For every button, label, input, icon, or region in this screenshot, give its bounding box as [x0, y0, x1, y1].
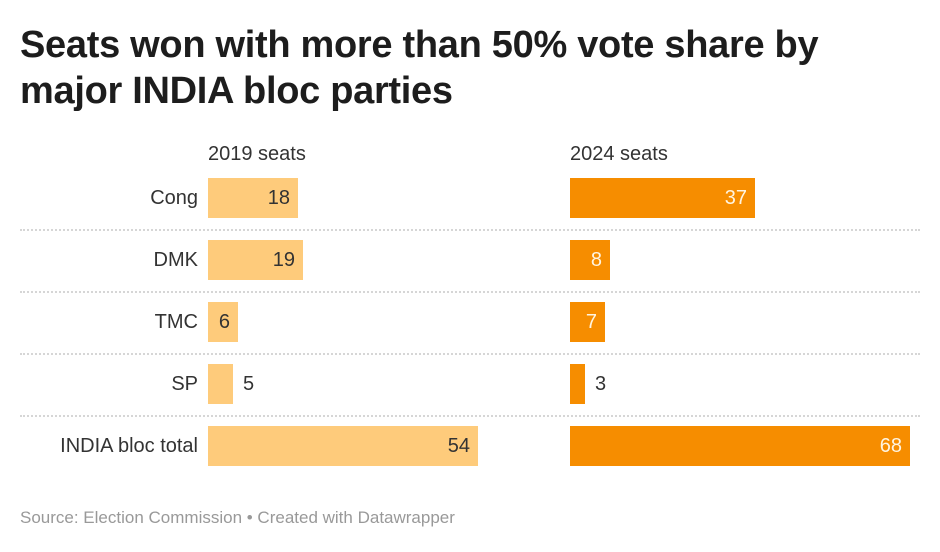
- bar-2019: [208, 426, 478, 466]
- value-label: 6: [218, 311, 230, 333]
- value-label: 19: [272, 249, 295, 271]
- bar-2024: [570, 426, 910, 466]
- source-note: Source: Election Commission • Created wi…: [20, 508, 455, 527]
- value-label: 54: [447, 435, 470, 457]
- row-separator: [20, 291, 920, 293]
- row-label: INDIA bloc total: [60, 435, 198, 457]
- bar-2024: [570, 240, 610, 280]
- value-label: 37: [724, 187, 747, 209]
- row-label: DMK: [153, 249, 198, 271]
- bar-2019: [208, 302, 238, 342]
- value-label: 8: [590, 249, 602, 271]
- bar-2019: [208, 364, 233, 404]
- row-label: SP: [171, 373, 198, 395]
- bar-2024: [570, 364, 585, 404]
- chart-title: Seats won with more than 50% vote share …: [20, 24, 819, 112]
- column-header-2024: 2024 seats: [570, 143, 668, 165]
- value-label: 7: [585, 311, 597, 333]
- bar-2024: [570, 178, 755, 218]
- row-label: Cong: [150, 187, 198, 209]
- value-label: 18: [267, 187, 290, 209]
- value-label: 68: [879, 435, 902, 457]
- value-label: 5: [243, 373, 255, 395]
- row-separator: [20, 353, 920, 355]
- bar-2019: [208, 178, 298, 218]
- bar-2024: [570, 302, 605, 342]
- value-label: 3: [595, 373, 607, 395]
- column-header-2019: 2019 seats: [208, 143, 306, 165]
- row-separator: [20, 415, 920, 417]
- row-label: TMC: [154, 311, 198, 333]
- bar-2019: [208, 240, 303, 280]
- row-separator: [20, 229, 920, 231]
